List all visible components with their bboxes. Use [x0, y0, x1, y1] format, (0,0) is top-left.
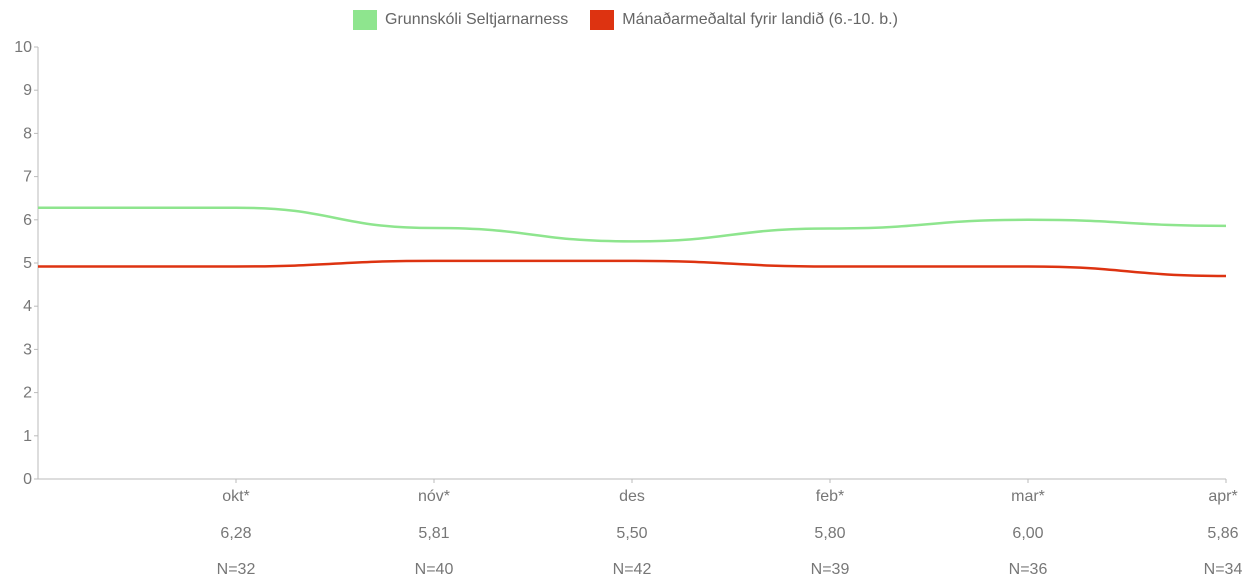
y-tick-label: 9: [23, 82, 32, 99]
x-tick-label: feb*: [816, 488, 844, 505]
x-tick-label: nóv*: [418, 488, 450, 505]
value-label: 5,81: [418, 525, 449, 542]
legend-item-school[interactable]: Grunnskóli Seltjarnarness: [353, 10, 568, 30]
n-label: N=42: [613, 561, 652, 576]
y-tick-label: 10: [14, 39, 32, 56]
legend-item-national[interactable]: Mánaðarmeðaltal fyrir landið (6.-10. b.): [590, 10, 898, 30]
legend-swatch-national: [590, 10, 615, 30]
value-label: 6,28: [220, 525, 251, 542]
value-label: 5,80: [814, 525, 845, 542]
legend-swatch-school: [353, 10, 378, 30]
x-tick-label: des: [619, 488, 645, 505]
y-tick-label: 5: [23, 255, 32, 272]
n-label: N=32: [217, 561, 256, 576]
chart-legend: Grunnskóli Seltjarnarness Mánaðarmeðalta…: [0, 10, 1251, 30]
y-tick-label: 6: [23, 212, 32, 229]
legend-label-school: Grunnskóli Seltjarnarness: [385, 11, 569, 28]
n-label: N=36: [1009, 561, 1048, 576]
y-tick-label: 3: [23, 341, 32, 358]
y-tick-label: 1: [23, 428, 32, 445]
series-line-school: [37, 206, 1227, 243]
y-tick-label: 0: [23, 471, 32, 488]
n-label: N=34: [1204, 561, 1243, 576]
value-label: 6,00: [1012, 525, 1043, 542]
series-line-national: [38, 259, 1227, 278]
value-label: 5,50: [616, 525, 647, 542]
y-tick-label: 2: [23, 385, 32, 402]
n-label: N=39: [811, 561, 850, 576]
y-tick-label: 7: [23, 169, 32, 186]
x-tick-label: mar*: [1011, 488, 1045, 505]
y-tick-label: 8: [23, 125, 32, 142]
x-tick-label: okt*: [222, 488, 250, 505]
y-tick-label: 4: [23, 298, 32, 315]
n-label: N=40: [415, 561, 454, 576]
legend-label-national: Mánaðarmeðaltal fyrir landið (6.-10. b.): [622, 11, 898, 28]
value-label: 5,86: [1207, 525, 1238, 542]
x-tick-label: apr*: [1208, 488, 1237, 505]
